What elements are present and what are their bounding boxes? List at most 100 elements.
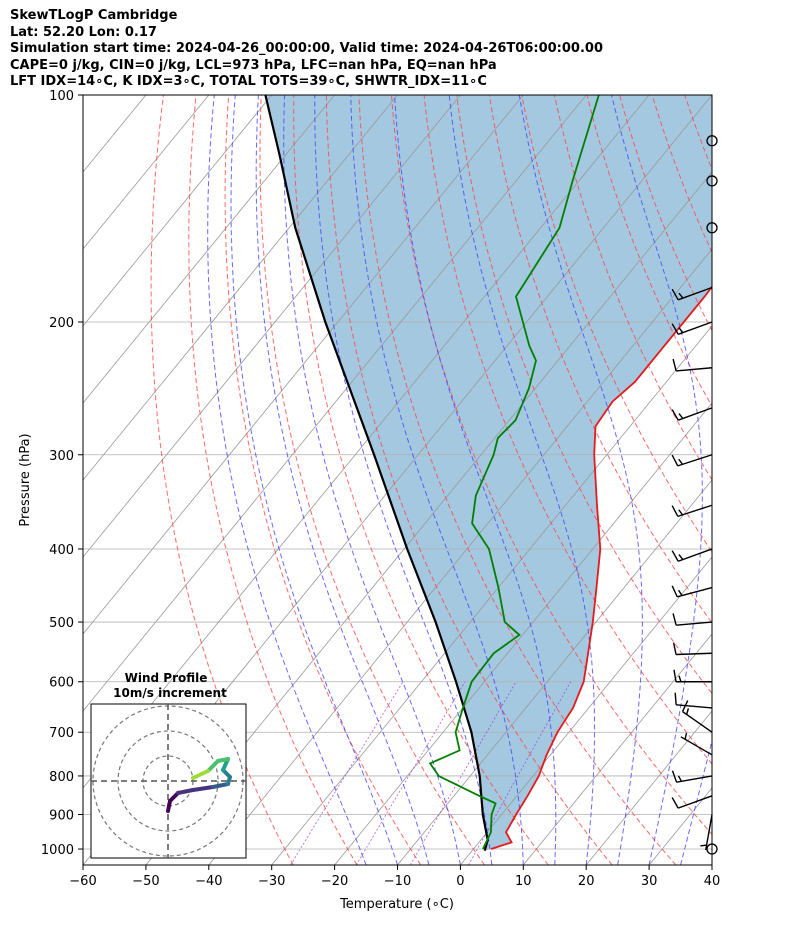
moist-adiabat-line	[283, 95, 461, 865]
wind-barb	[671, 407, 713, 421]
mixing-ratio-line	[410, 681, 517, 865]
axis-ticks: −60 −50 −40 −30 −20 −10 0 10 20 30 40 1000 900 800 700…	[41, 89, 720, 889]
y-tick-label: 900	[49, 809, 74, 824]
barb-shaft	[680, 736, 713, 756]
moist-adiabat-line	[518, 95, 643, 865]
y-tick-label: 200	[49, 316, 74, 331]
calm-circle	[706, 175, 718, 187]
barb-feather	[671, 585, 678, 598]
dry-adiabat-line	[391, 95, 712, 836]
x-tick-label: 0	[456, 874, 464, 889]
dry-adiabat-line	[325, 95, 613, 865]
dry-adiabat-line	[717, 95, 794, 865]
hodograph-segment	[211, 782, 230, 789]
dry-adiabat-line	[188, 95, 358, 865]
barb-feather	[671, 770, 678, 783]
dry-adiabat-line	[293, 95, 549, 865]
mixing-ratio-line	[355, 681, 466, 865]
dry-adiabat-line	[783, 95, 794, 865]
hodograph-clipped	[91, 704, 246, 858]
y-tick-label: 100	[49, 89, 74, 104]
barb-shaft	[677, 504, 713, 518]
barb-shaft	[676, 775, 713, 783]
wind-barb	[673, 669, 712, 683]
wind-barb	[706, 843, 718, 855]
x-tick-label: −60	[69, 874, 96, 889]
x-tick-label: 30	[641, 874, 658, 889]
isotherm-line	[460, 556, 712, 865]
barb-shaft	[675, 652, 713, 656]
x-tick-label: −50	[132, 874, 159, 889]
wind-barb	[671, 548, 713, 562]
barb-feather	[678, 458, 684, 465]
isotherm-line	[522, 633, 712, 865]
wind-barb	[671, 286, 713, 301]
isotherm-line	[83, 95, 587, 712]
moist-adiabat-line	[230, 95, 398, 865]
cape-line: CAPE=0 j/kg, CIN=0 j/kg, LCL=973 hPa, LF…	[10, 57, 497, 73]
barb-feather	[678, 413, 684, 419]
isotherm-line	[334, 402, 712, 865]
moist-adiabat-line	[711, 863, 712, 865]
barb-shaft	[677, 407, 713, 421]
barb-shaft	[677, 321, 713, 335]
hodograph-segment	[206, 759, 220, 773]
wind-barb	[672, 613, 713, 626]
barb-feather	[672, 613, 677, 626]
dry-adiabat-line	[488, 95, 712, 624]
chart-title: SkewTLogP Cambridge	[10, 8, 178, 23]
calm-circle	[706, 843, 718, 855]
barb-feather	[671, 323, 679, 335]
barb-feather	[671, 409, 679, 421]
barb-feather	[671, 454, 679, 467]
barb-feather	[672, 642, 677, 655]
wind-barb	[706, 135, 718, 147]
x-tick-label: 40	[704, 874, 721, 889]
barb-feather	[678, 327, 684, 334]
hodograph-segment	[191, 785, 215, 792]
mixing-ratio-line	[468, 681, 572, 865]
isotherm-line	[83, 95, 84, 96]
dry-adiabat-line	[150, 95, 294, 865]
moist-adiabat-line	[207, 95, 367, 865]
barb-feather	[674, 692, 677, 705]
moist-adiabat-line	[255, 95, 430, 865]
wind-barb	[671, 795, 713, 809]
hodograph-segment	[176, 788, 195, 795]
x-tick-label: −20	[321, 874, 348, 889]
barb-shaft	[677, 548, 713, 562]
y-tick-label: 500	[49, 616, 74, 631]
isotherm-line	[83, 95, 524, 635]
hodograph-segment	[191, 769, 210, 780]
location-line: Lat: 52.20 Lon: 0.17	[10, 24, 157, 40]
wind-barb	[680, 732, 713, 756]
barb-feather	[678, 292, 684, 299]
wind-barb	[706, 175, 718, 187]
barb-feather	[685, 708, 690, 715]
calm-circle	[706, 135, 718, 147]
barb-feather	[678, 509, 684, 516]
barb-shaft	[677, 586, 713, 598]
isotherm-line	[397, 479, 712, 865]
dry-adiabat-line	[358, 95, 677, 865]
dry-adiabat-line	[521, 95, 712, 553]
barb-feather	[678, 554, 684, 561]
barb-shaft	[677, 286, 713, 301]
isotherm-line	[711, 864, 712, 865]
dry-adiabat-line	[259, 95, 485, 865]
y-tick-label: 700	[49, 726, 74, 741]
x-tick-label: 10	[515, 874, 532, 889]
y-tick-label: 300	[49, 449, 74, 464]
wind-barb	[674, 692, 713, 709]
barb-feather	[672, 358, 677, 372]
wind-barb	[700, 814, 713, 851]
barb-feather	[671, 288, 679, 301]
barb-feather	[677, 589, 683, 596]
dry-adiabat-line	[750, 95, 794, 865]
calm-circle	[706, 222, 718, 234]
barb-shaft	[677, 795, 713, 809]
wind-barb	[671, 504, 713, 518]
isotherm-line	[83, 95, 210, 250]
y-tick-label: 800	[49, 770, 74, 785]
